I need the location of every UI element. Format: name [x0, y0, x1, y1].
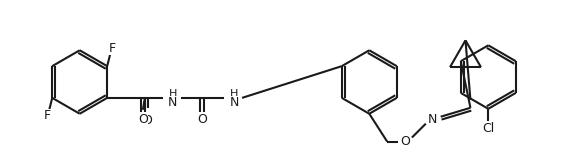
- Text: O: O: [142, 114, 152, 127]
- Text: Cl: Cl: [482, 122, 494, 135]
- Text: H: H: [230, 89, 238, 99]
- Text: O: O: [197, 113, 208, 126]
- Text: H: H: [168, 89, 177, 99]
- Text: F: F: [44, 109, 51, 122]
- Text: O: O: [400, 135, 410, 148]
- Text: O: O: [138, 113, 148, 126]
- Text: N: N: [230, 96, 239, 109]
- Text: N: N: [428, 113, 437, 126]
- Text: N: N: [168, 96, 177, 109]
- Text: F: F: [109, 42, 116, 55]
